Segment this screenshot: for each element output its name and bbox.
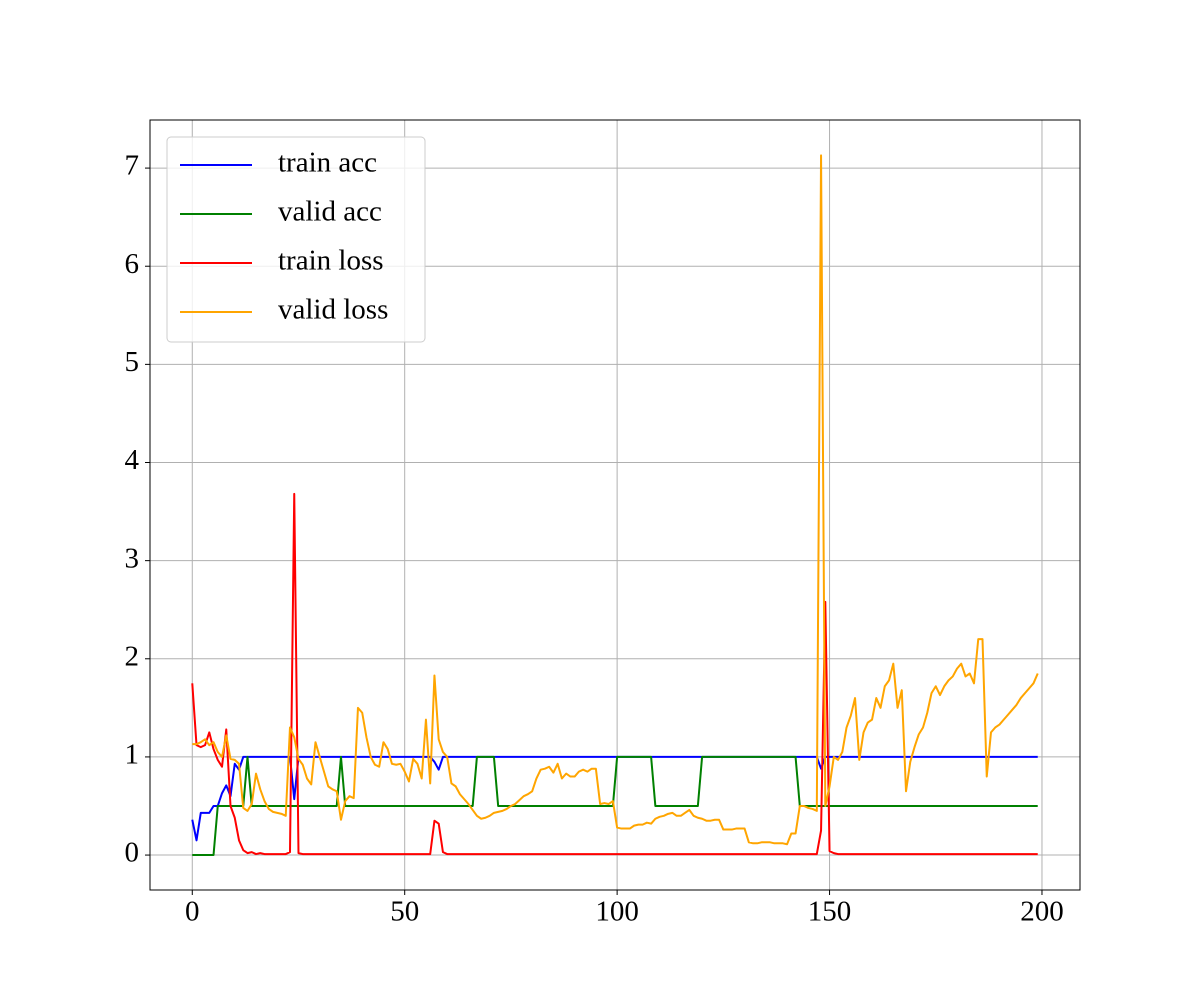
ticks: 0 50 100 150 200 0 1 2 3 4 5 6 7 — [125, 150, 1064, 928]
y-tick-label: 1 — [125, 739, 140, 771]
y-tick-label: 4 — [125, 444, 140, 476]
legend-label: train loss — [278, 245, 384, 277]
y-tick-label: 5 — [125, 346, 140, 378]
series-line — [192, 154, 1039, 846]
legend-box — [166, 136, 426, 343]
x-tick-label: 200 — [1020, 896, 1064, 928]
x-tick-label: 100 — [595, 896, 639, 928]
axes-frame — [149, 119, 1081, 891]
y-tick-label: 3 — [125, 542, 140, 574]
x-tick-label: 0 — [185, 896, 200, 928]
series-line — [191, 492, 1038, 856]
y-tick-label: 7 — [125, 150, 140, 182]
y-tick-label: 0 — [125, 837, 140, 869]
x-tick-label: 50 — [390, 896, 419, 928]
legend-label: train acc — [278, 147, 377, 179]
series-line — [192, 755, 1038, 857]
legend-label: valid acc — [278, 196, 382, 228]
legend-label: valid loss — [278, 294, 388, 326]
grid — [150, 120, 1080, 890]
y-tick-label: 2 — [125, 640, 140, 672]
legend: train acc valid acc train loss valid loss — [166, 136, 426, 343]
x-tick-label: 150 — [808, 896, 852, 928]
y-tick-label: 6 — [125, 248, 140, 280]
series-line — [191, 755, 1038, 842]
plot-area — [191, 154, 1039, 857]
